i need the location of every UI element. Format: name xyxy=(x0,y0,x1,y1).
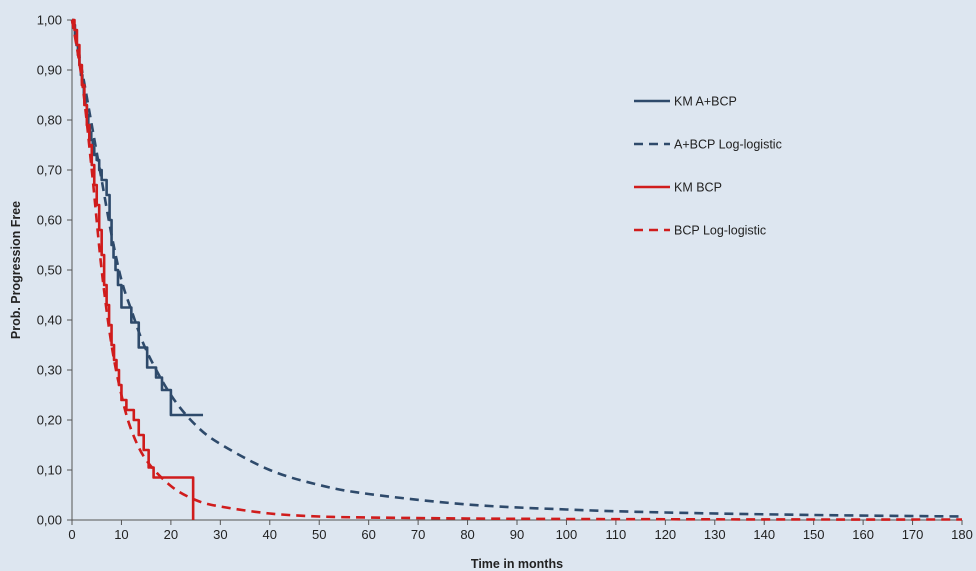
y-tick-label: 0,90 xyxy=(37,63,62,78)
x-tick-label: 180 xyxy=(951,527,973,542)
series-line-a-bcp-log-logistic xyxy=(70,19,963,518)
x-tick-label: 10 xyxy=(114,527,128,542)
y-tick-label: 0,00 xyxy=(37,513,62,528)
legend-label: KM A+BCP xyxy=(674,95,737,109)
x-axis-title: Time in months xyxy=(471,557,563,571)
x-tick-label: 30 xyxy=(213,527,227,542)
x-tick-label: 40 xyxy=(263,527,277,542)
x-tick-label: 20 xyxy=(164,527,178,542)
legend-label: KM BCP xyxy=(674,181,722,195)
y-axis-title: Prob. Progression Free xyxy=(9,201,23,339)
y-tick-label: 0,50 xyxy=(37,263,62,278)
x-tick-label: 90 xyxy=(510,527,524,542)
y-tick-label: 0,30 xyxy=(37,363,62,378)
series-line-bcp-log-logistic xyxy=(70,19,963,521)
x-tick-label: 130 xyxy=(704,527,726,542)
series-line-km-bcp xyxy=(72,18,195,520)
x-tick-label: 60 xyxy=(361,527,375,542)
y-tick-label: 0,80 xyxy=(37,113,62,128)
legend-label: BCP Log-logistic xyxy=(674,224,766,238)
x-tick-label: 80 xyxy=(460,527,474,542)
y-tick-label: 0,40 xyxy=(37,313,62,328)
x-tick-label: 140 xyxy=(753,527,775,542)
x-tick-label: 160 xyxy=(852,527,874,542)
y-tick-label: 0,20 xyxy=(37,413,62,428)
y-tick-label: 0,70 xyxy=(37,163,62,178)
x-tick-label: 150 xyxy=(803,527,825,542)
y-tick-label: 0,10 xyxy=(37,463,62,478)
y-tick-label: 0,60 xyxy=(37,213,62,228)
legend-label: A+BCP Log-logistic xyxy=(674,138,782,152)
axes: 0 10 20 30 40 50 60 70 80 90 100 110 120 130 140 150 160… xyxy=(37,13,973,543)
x-tick-label: 50 xyxy=(312,527,326,542)
legend: KM A+BCP A+BCP Log-logistic KM BCP BCP Log-… xyxy=(634,95,782,238)
series-lines xyxy=(70,18,963,521)
x-tick-label: 120 xyxy=(654,527,676,542)
x-tick-label: 70 xyxy=(411,527,425,542)
y-tick-label: 1,00 xyxy=(37,13,62,28)
x-tick-label: 0 xyxy=(68,527,75,542)
x-tick-label: 170 xyxy=(902,527,924,542)
x-tick-label: 100 xyxy=(556,527,578,542)
x-tick-label: 110 xyxy=(606,527,627,542)
